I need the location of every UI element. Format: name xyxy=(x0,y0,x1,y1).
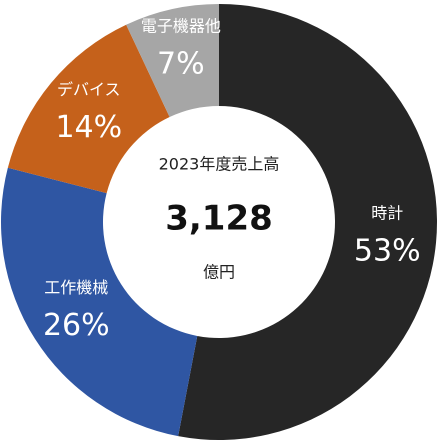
value-label: 53% xyxy=(354,233,421,268)
slices xyxy=(0,3,437,440)
slice-name: 工作機械 xyxy=(44,278,108,297)
value-label: 26% xyxy=(43,308,110,343)
center-unit: 億円 xyxy=(203,263,235,282)
value-label: 7% xyxy=(157,47,205,82)
slice xyxy=(0,167,198,437)
center-total: 3,128 xyxy=(165,199,273,239)
slice xyxy=(126,3,219,118)
value-label: 14% xyxy=(55,110,122,145)
slice-name: デバイス xyxy=(57,80,121,99)
center-title: 2023年度売上高 xyxy=(159,155,280,174)
slice xyxy=(7,24,170,194)
slice-name: 時計 xyxy=(371,203,403,222)
slice-name: 電子機器他 xyxy=(141,17,221,36)
slice xyxy=(178,4,437,440)
